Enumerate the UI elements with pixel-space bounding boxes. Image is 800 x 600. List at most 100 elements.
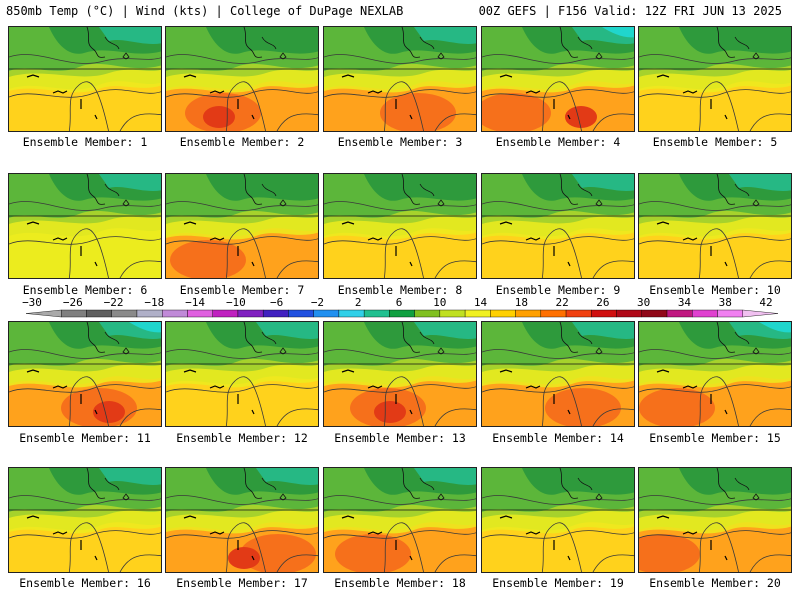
colorbar-swatch [414, 309, 441, 318]
colorbar-swatch [666, 309, 693, 318]
temperature-field [482, 468, 634, 572]
colorbar-tick-label: 10 [433, 296, 447, 309]
colorbar-tick-label: 14 [473, 296, 488, 309]
colorbar-swatch [212, 309, 239, 318]
colorbar-tick-label: 30 [637, 296, 651, 309]
colorbar-swatch [439, 309, 466, 318]
temperature-field [166, 322, 318, 426]
temperature-field [9, 27, 161, 131]
temperature-field [166, 468, 318, 572]
member-label: Ensemble Member: 3 [337, 135, 463, 149]
temperature-field [639, 27, 791, 131]
member-label: Ensemble Member: 8 [337, 283, 463, 297]
colorbar-swatch [565, 309, 592, 318]
ensemble-member-map [481, 173, 635, 279]
member-label: Ensemble Member: 7 [179, 283, 305, 297]
ensemble-member-map [481, 467, 635, 573]
colorbar-swatch [313, 309, 340, 318]
colorbar-swatch [389, 309, 415, 318]
colorbar-swatch [237, 309, 264, 318]
temperature-field [166, 174, 318, 278]
member-label: Ensemble Member: 1 [22, 135, 148, 149]
colorbar-tick-label: 42 [759, 296, 773, 309]
colorbar-tick-label: −22 [103, 296, 124, 309]
member-label: Ensemble Member: 10 [649, 283, 781, 297]
ensemble-member-map [8, 173, 162, 279]
colorbar-tick-label: −30 [22, 296, 42, 309]
temperature-field [639, 322, 791, 426]
colorbar-swatch [616, 309, 642, 318]
member-label: Ensemble Member: 2 [179, 135, 305, 149]
temperature-field [324, 322, 476, 426]
colorbar-tick-label: −6 [270, 296, 284, 309]
ensemble-member-map [638, 26, 792, 132]
colorbar-tick-label: 2 [354, 296, 362, 309]
colorbar-swatch [187, 309, 213, 318]
temperature-field [482, 174, 634, 278]
colorbar-tick-label: −18 [144, 296, 165, 309]
temperature-field [9, 468, 161, 572]
member-label: Ensemble Member: 20 [649, 576, 781, 590]
member-label: Ensemble Member: 13 [334, 431, 466, 445]
colorbar-tick-label: −26 [62, 296, 83, 309]
member-label: Ensemble Member: 12 [176, 431, 308, 445]
colorbar-tick-label: −14 [185, 296, 206, 309]
member-label: Ensemble Member: 4 [495, 135, 621, 149]
ensemble-member-map [8, 26, 162, 132]
map-title: 850mb Temp (°C) | Wind (kts) | College o… [6, 4, 404, 18]
member-label: Ensemble Member: 5 [652, 135, 778, 149]
ensemble-member-map [165, 26, 319, 132]
colorbar-swatch [591, 309, 617, 318]
member-label: Ensemble Member: 16 [19, 576, 151, 590]
ensemble-member-map [638, 173, 792, 279]
temperature-field [324, 468, 476, 572]
member-label: Ensemble Member: 14 [492, 431, 624, 445]
colorbar-swatch [515, 309, 542, 318]
temperature-field [482, 27, 634, 131]
colorbar-swatch [742, 309, 779, 318]
temperature-field [639, 468, 791, 572]
member-label: Ensemble Member: 18 [334, 576, 466, 590]
ensemble-member-map [323, 467, 477, 573]
temperature-colorbar [25, 309, 779, 318]
colorbar-swatch [692, 309, 718, 318]
colorbar-swatch [540, 309, 567, 318]
colorbar-swatch [717, 309, 743, 318]
temperature-field [482, 322, 634, 426]
colorbar-tick-label: 38 [718, 296, 732, 309]
member-label: Ensemble Member: 9 [495, 283, 621, 297]
member-label: Ensemble Member: 17 [176, 576, 308, 590]
member-label: Ensemble Member: 11 [19, 431, 151, 445]
colorbar-tick-label: 34 [677, 296, 692, 309]
colorbar-swatch [111, 309, 138, 318]
colorbar-swatch [641, 309, 668, 318]
member-label: Ensemble Member: 6 [22, 283, 148, 297]
colorbar-swatch [61, 309, 87, 318]
colorbar-tick-label: −10 [225, 296, 246, 309]
temperature-field [639, 174, 791, 278]
ensemble-member-map [481, 321, 635, 427]
ensemble-member-map [481, 26, 635, 132]
ensemble-member-map [165, 467, 319, 573]
member-label: Ensemble Member: 19 [492, 576, 624, 590]
ensemble-member-map [165, 173, 319, 279]
ensemble-member-map [323, 173, 477, 279]
colorbar-swatch [162, 309, 188, 318]
temperature-field [9, 322, 161, 426]
member-label: Ensemble Member: 15 [649, 431, 781, 445]
colorbar-swatch [288, 309, 314, 318]
temperature-field [324, 174, 476, 278]
ensemble-member-map [323, 26, 477, 132]
colorbar-swatch [86, 309, 112, 318]
colorbar-swatch [25, 309, 62, 318]
ensemble-member-map [638, 321, 792, 427]
ensemble-member-map [165, 321, 319, 427]
colorbar-tick-label: 26 [596, 296, 610, 309]
colorbar-swatch [464, 309, 491, 318]
colorbar-swatch [262, 309, 289, 318]
colorbar-tick-label: 18 [514, 296, 528, 309]
colorbar-tick-label: −2 [310, 296, 325, 309]
colorbar-swatch [490, 309, 516, 318]
model-run-info: 00Z GEFS | F156 Valid: 12Z FRI JUN 13 20… [478, 4, 782, 18]
colorbar-swatch [136, 309, 163, 318]
